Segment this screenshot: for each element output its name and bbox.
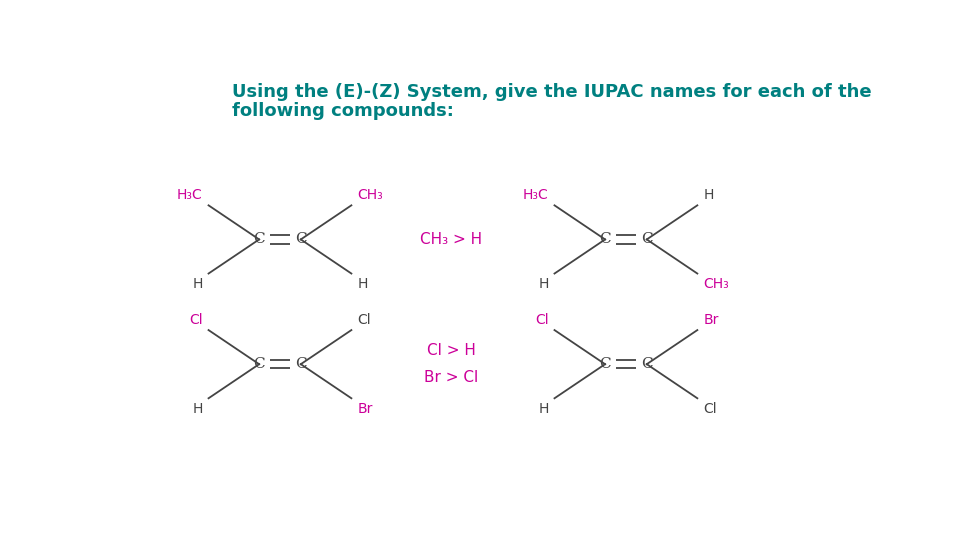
Text: C: C <box>295 357 306 371</box>
Text: Cl: Cl <box>357 313 371 327</box>
Text: Using the (E)-(Z) System, give the IUPAC names for each of the: Using the (E)-(Z) System, give the IUPAC… <box>231 83 872 101</box>
Text: Cl: Cl <box>189 313 203 327</box>
Text: H: H <box>539 402 548 416</box>
Text: CH₃: CH₃ <box>357 188 383 202</box>
Text: Cl: Cl <box>704 402 717 416</box>
Text: Cl: Cl <box>535 313 548 327</box>
Text: H₃C: H₃C <box>523 188 548 202</box>
Text: H: H <box>192 277 203 291</box>
Text: C: C <box>599 232 611 246</box>
Text: CH₃ > H: CH₃ > H <box>420 232 482 247</box>
Text: Cl > H: Cl > H <box>426 343 475 359</box>
Text: C: C <box>599 357 611 371</box>
Text: H: H <box>192 402 203 416</box>
Text: following compounds:: following compounds: <box>231 102 453 119</box>
Text: C: C <box>253 357 265 371</box>
Text: Br > Cl: Br > Cl <box>424 370 478 385</box>
Text: H: H <box>539 277 548 291</box>
Text: H: H <box>357 277 368 291</box>
Text: Br: Br <box>357 402 372 416</box>
Text: CH₃: CH₃ <box>704 277 729 291</box>
Text: H₃C: H₃C <box>177 188 203 202</box>
Text: H: H <box>704 188 713 202</box>
Text: C: C <box>295 232 306 246</box>
Text: C: C <box>253 232 265 246</box>
Text: C: C <box>641 232 653 246</box>
Text: Br: Br <box>704 313 719 327</box>
Text: C: C <box>641 357 653 371</box>
